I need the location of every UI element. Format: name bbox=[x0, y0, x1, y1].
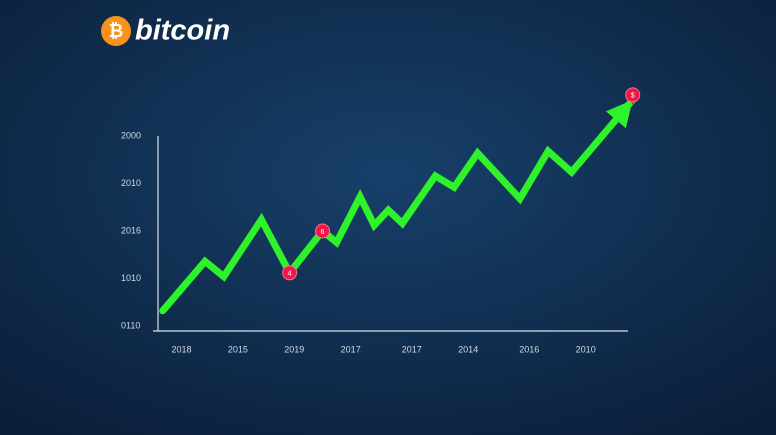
x-tick-label: 2016 bbox=[519, 344, 539, 354]
x-tick-label: 2017 bbox=[402, 344, 422, 354]
line bbox=[159, 96, 637, 315]
marker bbox=[282, 265, 298, 281]
x-tick-label: 2017 bbox=[341, 344, 361, 354]
y-tick-label: 2016 bbox=[121, 225, 141, 235]
x-tick-label: 2019 bbox=[284, 344, 304, 354]
marker bbox=[625, 87, 641, 103]
x-tick-label: 2015 bbox=[228, 344, 248, 354]
marker bbox=[315, 223, 330, 239]
y-tick-label: 0110 bbox=[121, 320, 140, 330]
logo-icon bbox=[101, 16, 131, 46]
marker-label: 6 bbox=[321, 229, 325, 236]
marker-label: $ bbox=[631, 93, 635, 100]
x-tick-label: 2010 bbox=[576, 344, 596, 354]
x-tick-label: 2018 bbox=[171, 344, 191, 354]
marker-label: 4 bbox=[288, 271, 292, 278]
logo-text: bitcoin bbox=[135, 15, 230, 47]
arrow-head bbox=[605, 99, 633, 129]
y-tick-label: 1010 bbox=[121, 273, 141, 283]
y-tick-label: 2010 bbox=[121, 178, 141, 188]
y-tick-label: 2000 bbox=[121, 130, 141, 140]
logo-symbol: ₿ bbox=[109, 21, 124, 41]
x-tick-label: 2014 bbox=[458, 344, 478, 354]
